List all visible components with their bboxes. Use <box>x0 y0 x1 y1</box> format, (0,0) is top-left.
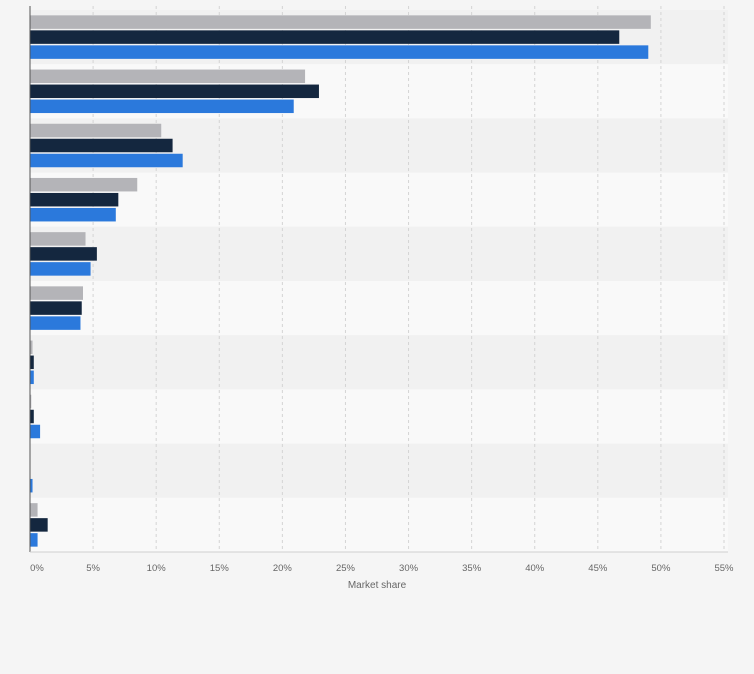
bar-2-row-3[interactable] <box>30 138 173 153</box>
row-band <box>30 172 728 227</box>
bar-2-row-7[interactable] <box>30 355 34 370</box>
bar-1-row-3[interactable] <box>30 123 162 138</box>
x-tick-labels: 0% 5% 10% 15% 20% 25% 30% 35% 40% 45% 50% 55% <box>30 563 734 574</box>
bar-1-row-8[interactable] <box>30 394 32 409</box>
bar-2-row-8[interactable] <box>30 409 34 424</box>
bars <box>30 15 651 547</box>
x-tick-label: 50% <box>651 563 671 574</box>
row-band <box>30 389 728 444</box>
x-tick-label: 45% <box>588 563 608 574</box>
x-tick-label: 5% <box>86 563 100 574</box>
row-band <box>30 497 728 552</box>
bar-3-row-2[interactable] <box>30 99 294 114</box>
row-bands <box>30 10 728 552</box>
x-tick-label: 25% <box>336 563 356 574</box>
row-band <box>30 226 728 281</box>
bar-3-row-4[interactable] <box>30 207 116 222</box>
row-band <box>30 335 728 390</box>
bar-1-row-10[interactable] <box>30 503 38 517</box>
x-tick-label: 10% <box>147 563 167 574</box>
bar-2-row-4[interactable] <box>30 192 119 207</box>
x-tick-label: 40% <box>525 563 545 574</box>
x-tick-label: 0% <box>30 563 44 574</box>
x-tick-label: 55% <box>714 563 734 574</box>
x-tick-label: 30% <box>399 563 419 574</box>
bar-3-row-8[interactable] <box>30 424 41 439</box>
x-tick-label: 35% <box>462 563 482 574</box>
bar-2-row-6[interactable] <box>30 301 82 315</box>
bar-2-row-1[interactable] <box>30 30 620 44</box>
bar-1-row-2[interactable] <box>30 69 306 84</box>
row-band <box>30 281 728 336</box>
axes <box>29 6 728 553</box>
bar-3-row-10[interactable] <box>30 533 38 547</box>
bar-2-row-10[interactable] <box>30 518 48 532</box>
bar-1-row-5[interactable] <box>30 232 86 246</box>
bar-2-row-5[interactable] <box>30 247 97 261</box>
bar-1-row-6[interactable] <box>30 286 83 300</box>
bar-3-row-9[interactable] <box>30 478 33 493</box>
bar-2-row-2[interactable] <box>30 84 319 99</box>
x-tick-label: 20% <box>273 563 293 574</box>
row-band <box>30 443 728 498</box>
bar-3-row-3[interactable] <box>30 153 183 168</box>
bar-1-row-4[interactable] <box>30 177 138 192</box>
bar-3-row-1[interactable] <box>30 45 649 59</box>
bar-1-row-1[interactable] <box>30 15 651 29</box>
bar-1-row-7[interactable] <box>30 340 33 355</box>
x-tick-label: 15% <box>210 563 230 574</box>
bar-3-row-7[interactable] <box>30 370 34 385</box>
bar-3-row-5[interactable] <box>30 262 91 276</box>
x-axis-label: Market share <box>348 580 407 591</box>
bar-3-row-6[interactable] <box>30 316 81 330</box>
